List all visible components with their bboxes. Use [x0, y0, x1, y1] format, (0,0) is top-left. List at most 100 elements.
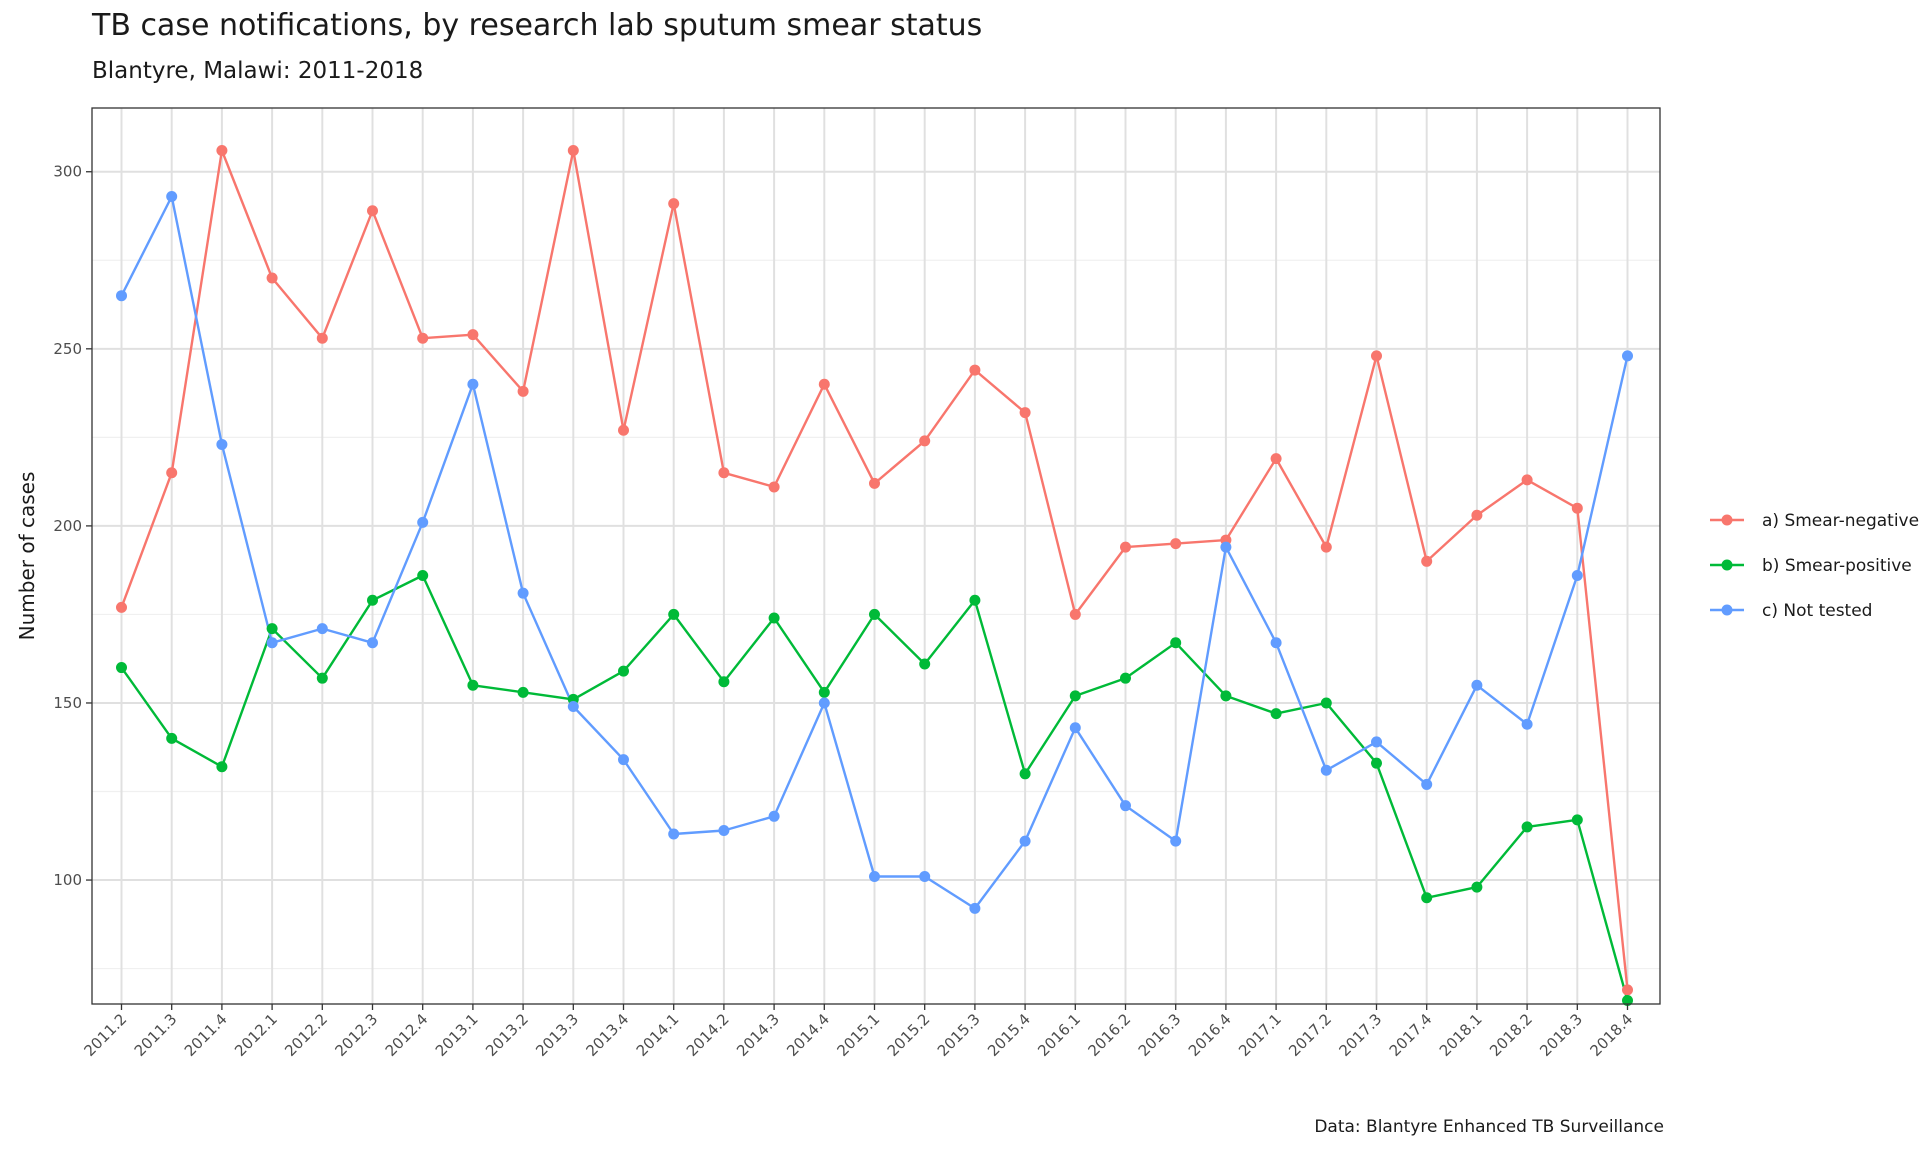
data-point — [1019, 407, 1031, 419]
data-point — [1019, 768, 1031, 780]
data-point — [668, 198, 680, 210]
data-point — [869, 477, 880, 489]
x-tick-label: 2013.3 — [532, 1010, 582, 1060]
series-points — [116, 144, 1633, 1006]
data-point — [367, 637, 378, 649]
data-point — [1120, 541, 1131, 553]
data-point — [166, 191, 178, 203]
legend-label: c) Not tested — [1762, 601, 1872, 621]
data-point — [266, 272, 278, 284]
x-tick-label: 2016.2 — [1084, 1010, 1134, 1060]
data-point — [969, 594, 981, 606]
data-point — [1521, 821, 1533, 833]
data-point — [1371, 757, 1382, 769]
x-tick-label: 2015.3 — [934, 1010, 984, 1060]
data-point — [1471, 679, 1483, 691]
data-point — [1521, 718, 1533, 730]
data-point — [768, 810, 780, 822]
data-point — [818, 686, 830, 698]
data-point — [116, 290, 127, 302]
data-point — [768, 612, 780, 624]
data-point — [1320, 541, 1332, 553]
data-point — [266, 623, 278, 635]
x-tick-label: 2016.1 — [1034, 1010, 1084, 1060]
panel-border — [91, 107, 1661, 1005]
data-point — [1270, 708, 1282, 720]
data-point — [1622, 350, 1633, 362]
x-tick-label: 2015.2 — [884, 1010, 934, 1060]
data-point — [919, 871, 931, 883]
data-point — [1220, 541, 1232, 553]
data-point — [1622, 994, 1633, 1006]
x-tick-label: 2017.3 — [1335, 1010, 1385, 1060]
data-point — [818, 697, 830, 709]
y-tick-label: 150 — [53, 694, 82, 712]
data-point — [1421, 892, 1433, 904]
x-tick-label: 2013.4 — [582, 1010, 632, 1060]
x-tick-label: 2015.4 — [984, 1010, 1034, 1060]
data-point — [1622, 984, 1633, 996]
data-point — [869, 608, 880, 620]
data-point — [1170, 637, 1182, 649]
data-point — [668, 828, 680, 840]
x-tick-label: 2014.2 — [683, 1010, 733, 1060]
legend-key-point — [1721, 559, 1733, 571]
x-tick-label: 2012.3 — [331, 1010, 381, 1060]
data-point — [1170, 538, 1182, 550]
data-point — [1270, 453, 1282, 465]
data-point — [969, 902, 981, 914]
data-point — [618, 754, 629, 766]
x-tick-label: 2014.1 — [633, 1010, 683, 1060]
data-point — [1019, 835, 1031, 847]
data-point — [517, 587, 529, 599]
data-point — [969, 364, 981, 376]
x-tick-label: 2015.1 — [833, 1010, 883, 1060]
x-tick-label: 2011.4 — [181, 1010, 231, 1060]
x-tick-label: 2017.1 — [1235, 1010, 1285, 1060]
data-point — [316, 672, 328, 684]
y-tick-label: 100 — [53, 871, 82, 889]
chart-subtitle: Blantyre, Malawi: 2011-2018 — [92, 58, 424, 84]
data-point — [467, 378, 479, 390]
data-point — [818, 378, 830, 390]
x-tick-label: 2018.4 — [1586, 1010, 1636, 1060]
data-point — [1220, 690, 1232, 702]
x-tick-label: 2016.4 — [1185, 1010, 1235, 1060]
data-point — [1471, 509, 1483, 521]
data-point — [166, 732, 178, 744]
data-point — [1069, 722, 1081, 734]
data-point — [517, 385, 529, 397]
data-point — [919, 435, 931, 447]
grid-lines — [92, 108, 1660, 1004]
x-tick-label: 2014.3 — [733, 1010, 783, 1060]
x-axis: 2011.2 2011.3 2011.4 2012.1 2012.2 2012.3 2012… — [80, 1004, 1636, 1060]
legend-label: a) Smear-negative — [1762, 511, 1919, 531]
data-point — [1471, 881, 1483, 893]
data-point — [718, 824, 730, 836]
x-tick-label: 2012.1 — [231, 1010, 281, 1060]
x-tick-label: 2013.2 — [482, 1010, 532, 1060]
data-point — [216, 438, 228, 450]
legend: a) Smear-negative b) Smear-positive c) Not… — [1710, 511, 1919, 621]
chart-title: TB case notifications, by research lab s… — [92, 8, 983, 43]
data-point — [1069, 690, 1081, 702]
data-point — [1571, 569, 1583, 581]
x-tick-label: 2012.2 — [281, 1010, 331, 1060]
data-point — [417, 332, 429, 344]
data-point — [1371, 350, 1382, 362]
data-point — [316, 623, 328, 635]
data-point — [718, 467, 730, 479]
data-point — [316, 332, 328, 344]
data-point — [166, 467, 178, 479]
data-point — [668, 608, 680, 620]
x-tick-label: 2017.2 — [1285, 1010, 1335, 1060]
y-tick-label: 250 — [53, 340, 82, 358]
data-point — [1320, 697, 1332, 709]
y-axis-title: Number of cases — [15, 472, 39, 641]
data-point — [116, 662, 127, 674]
data-point — [768, 481, 780, 493]
data-point — [1270, 637, 1282, 649]
y-tick-label: 200 — [53, 517, 82, 535]
data-point — [216, 144, 228, 156]
